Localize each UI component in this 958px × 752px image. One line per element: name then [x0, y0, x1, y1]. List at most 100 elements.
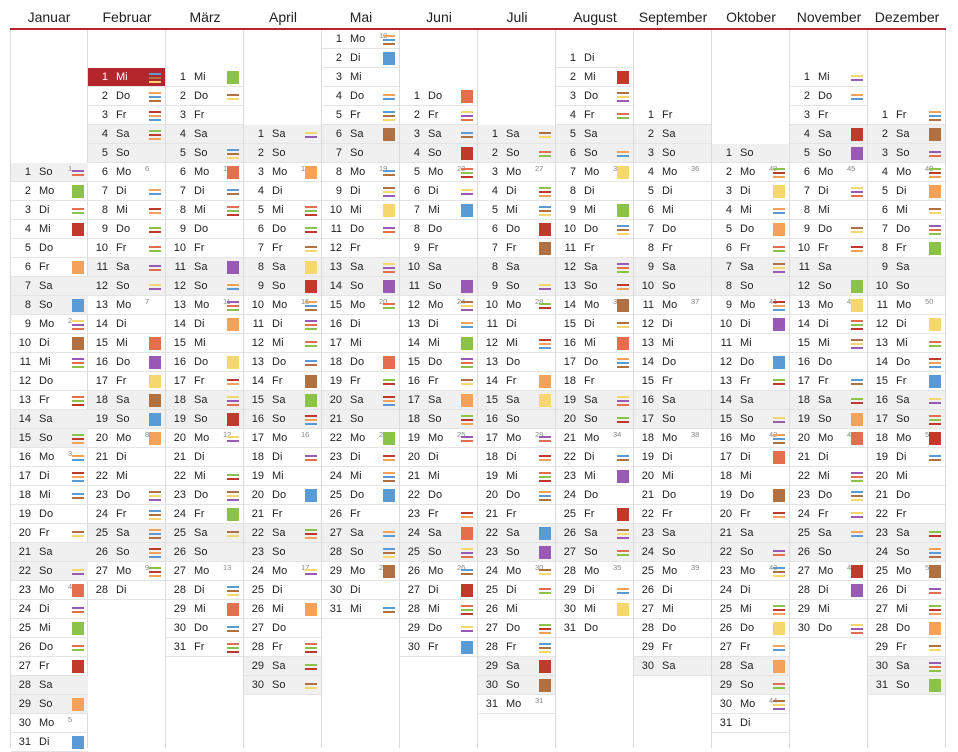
day-cell[interactable]: 29 Do [400, 619, 477, 638]
day-cell[interactable]: 31 Di [712, 714, 789, 733]
event-indicator[interactable] [383, 166, 395, 179]
day-cell[interactable]: 1 Fr [634, 106, 711, 125]
day-cell[interactable]: 30 Do [166, 619, 243, 638]
day-cell[interactable]: 24 Sa [400, 524, 477, 543]
day-cell[interactable]: 7 Fr [244, 239, 321, 258]
event-indicator[interactable] [72, 261, 84, 274]
event-indicator[interactable] [773, 185, 785, 198]
day-cell[interactable]: 3 Di [712, 182, 789, 201]
event-indicator[interactable] [617, 413, 629, 426]
event-indicator[interactable] [929, 356, 941, 369]
event-indicator[interactable] [227, 603, 239, 616]
event-indicator[interactable] [929, 584, 941, 597]
event-indicator[interactable] [617, 166, 629, 179]
day-cell[interactable]: 20 So [556, 410, 633, 429]
event-indicator[interactable] [773, 432, 785, 445]
day-cell[interactable]: 14 Fr [244, 372, 321, 391]
day-cell[interactable]: 11 Sa [166, 258, 243, 277]
day-cell[interactable]: 16 Do [790, 353, 867, 372]
event-indicator[interactable] [383, 489, 395, 502]
day-cell[interactable]: 9 So [244, 277, 321, 296]
day-cell[interactable]: 16 Mi [556, 334, 633, 353]
event-indicator[interactable] [539, 375, 551, 388]
day-cell[interactable]: 27Mo48 [790, 562, 867, 581]
day-cell[interactable]: 24 Fr [790, 505, 867, 524]
day-cell[interactable]: 8 So [11, 296, 88, 315]
day-cell[interactable]: 27 Fr [11, 657, 88, 676]
event-indicator[interactable] [149, 394, 161, 407]
event-indicator[interactable] [617, 109, 629, 122]
event-indicator[interactable] [227, 185, 239, 198]
day-cell[interactable]: 1Mo18 [322, 30, 399, 49]
event-indicator[interactable] [539, 641, 551, 654]
day-cell[interactable]: 2 So [244, 144, 321, 163]
day-cell[interactable]: 30 Mi [556, 600, 633, 619]
event-indicator[interactable] [539, 432, 551, 445]
day-cell[interactable]: 29 Sa [244, 657, 321, 676]
day-cell[interactable]: 20 Fr [11, 524, 88, 543]
event-indicator[interactable] [539, 679, 551, 692]
day-cell[interactable]: 13 Mi [634, 334, 711, 353]
event-indicator[interactable] [72, 356, 84, 369]
day-cell[interactable]: 4 Mi [11, 220, 88, 239]
day-cell[interactable]: 30 Mo 5 [11, 714, 88, 733]
day-cell[interactable]: 30Mo44 [712, 695, 789, 714]
day-cell[interactable]: 15 Sa [244, 391, 321, 410]
day-cell[interactable]: 12 Di [868, 315, 945, 334]
day-cell[interactable]: 16 Do [166, 353, 243, 372]
day-cell[interactable]: 18 Sa [88, 391, 165, 410]
event-indicator[interactable] [773, 242, 785, 255]
event-indicator[interactable] [227, 90, 239, 103]
event-indicator[interactable] [72, 185, 84, 198]
event-indicator[interactable] [617, 603, 629, 616]
day-cell[interactable]: 15 Mi [166, 334, 243, 353]
event-indicator[interactable] [461, 204, 473, 217]
event-indicator[interactable] [617, 318, 629, 331]
event-indicator[interactable] [305, 280, 317, 293]
event-indicator[interactable] [539, 622, 551, 635]
day-cell[interactable]: 24 Mo 17 [244, 562, 321, 581]
event-indicator[interactable] [929, 413, 941, 426]
day-cell[interactable]: 30 Di [322, 581, 399, 600]
day-cell[interactable]: 14 Do [868, 353, 945, 372]
event-indicator[interactable] [539, 394, 551, 407]
event-indicator[interactable] [461, 356, 473, 369]
day-cell[interactable]: 28 Fr [478, 638, 555, 657]
day-cell[interactable]: 16 So [244, 410, 321, 429]
event-indicator[interactable] [773, 641, 785, 654]
day-cell[interactable]: 12Mo24 [400, 296, 477, 315]
day-cell[interactable]: 19 Di [868, 448, 945, 467]
day-cell[interactable]: 18 Sa [166, 391, 243, 410]
day-cell[interactable]: 19 Mo 25 [400, 429, 477, 448]
day-cell[interactable]: 14 Di [88, 315, 165, 334]
day-cell[interactable]: 7 Di [166, 182, 243, 201]
day-cell[interactable]: 27 Di [400, 581, 477, 600]
day-cell[interactable]: 1 Mi [166, 68, 243, 87]
day-cell[interactable]: 8 Mi [790, 201, 867, 220]
event-indicator[interactable] [461, 508, 473, 521]
event-indicator[interactable] [773, 223, 785, 236]
day-cell[interactable]: 22 So [11, 562, 88, 581]
event-indicator[interactable] [773, 508, 785, 521]
day-cell[interactable]: 15 So [11, 429, 88, 448]
event-indicator[interactable] [72, 698, 84, 711]
event-indicator[interactable] [305, 527, 317, 540]
day-cell[interactable]: 5 So [166, 144, 243, 163]
day-cell[interactable]: 3 Do [556, 87, 633, 106]
day-cell[interactable]: 29 Sa [478, 657, 555, 676]
event-indicator[interactable] [851, 223, 863, 236]
event-indicator[interactable] [461, 432, 473, 445]
day-cell[interactable]: 16Mo42 [712, 429, 789, 448]
day-cell[interactable]: 5 Do [712, 220, 789, 239]
day-cell[interactable]: 17 Mo 16 [244, 429, 321, 448]
day-cell[interactable]: 2 Do [88, 87, 165, 106]
day-cell[interactable]: 23Mo43 [712, 562, 789, 581]
day-cell[interactable]: 29 So [11, 695, 88, 714]
day-cell[interactable]: 18 Di [244, 448, 321, 467]
day-cell[interactable]: 20 Mo 12 [166, 429, 243, 448]
event-indicator[interactable] [851, 375, 863, 388]
day-cell[interactable]: 1 Fr [868, 106, 945, 125]
day-cell[interactable]: 18 Sa [790, 391, 867, 410]
day-cell[interactable]: 13 So [556, 277, 633, 296]
